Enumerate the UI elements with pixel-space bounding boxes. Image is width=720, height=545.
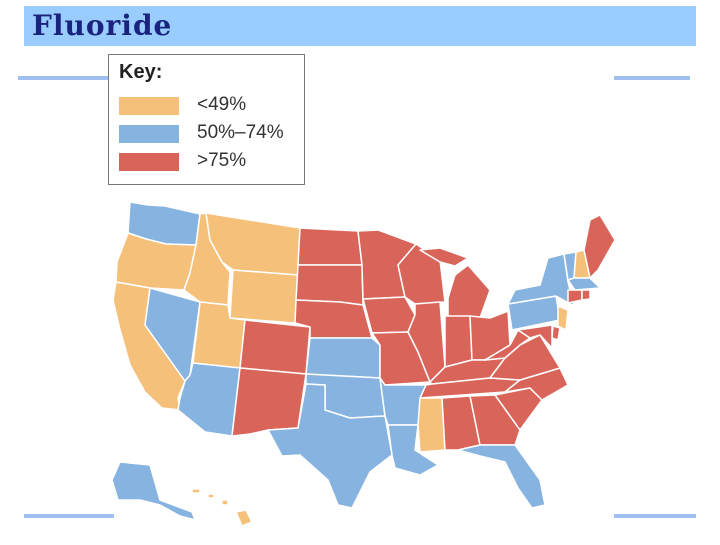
decor-line-bottom-right — [614, 514, 696, 518]
state-texas — [267, 383, 393, 509]
state-massachusetts — [567, 277, 601, 291]
legend-label-low: <49% — [197, 94, 247, 115]
state-alaska — [111, 461, 196, 521]
legend-swatch-high — [119, 153, 179, 171]
decor-line-bottom-left — [24, 514, 114, 518]
legend-swatch-low — [119, 97, 179, 115]
state-north-dakota — [297, 227, 363, 266]
state-delaware — [551, 325, 561, 341]
state-michigan — [447, 264, 491, 319]
state-new-mexico — [231, 367, 307, 437]
legend-label-mid: 50%–74% — [197, 122, 284, 143]
title-bar: Fluoride — [24, 6, 696, 46]
page-title: Fluoride — [32, 9, 173, 42]
decor-line-top-right — [614, 76, 690, 80]
state-maryland — [517, 324, 553, 349]
state-michigan-upper — [419, 247, 469, 267]
state-iowa — [362, 296, 416, 334]
state-new-jersey — [557, 305, 569, 331]
state-colorado — [239, 319, 311, 375]
legend-label-high: >75% — [197, 150, 247, 171]
state-wisconsin — [397, 243, 446, 305]
state-south-dakota — [295, 264, 364, 306]
legend-swatch-mid — [119, 125, 179, 143]
state-hawaii — [235, 509, 253, 527]
state-louisiana — [387, 424, 439, 476]
state-mississippi — [417, 397, 446, 453]
state-hawaii-island-4 — [191, 488, 201, 494]
state-illinois — [407, 301, 446, 383]
state-new-york — [507, 253, 575, 307]
legend-title: Key: — [119, 61, 163, 83]
state-florida — [457, 444, 546, 509]
state-wyoming — [229, 269, 299, 324]
state-connecticut — [567, 289, 583, 304]
state-maine — [583, 214, 616, 279]
state-kansas — [305, 337, 381, 379]
decor-line-top-left — [18, 76, 108, 80]
state-hawaii-island-3 — [207, 493, 215, 499]
state-georgia — [469, 394, 521, 446]
state-rhode-island — [581, 289, 591, 301]
map-legend: Key: <49% 50%–74% >75% — [108, 54, 305, 185]
state-hawaii-island-2 — [221, 499, 229, 506]
state-indiana — [444, 315, 473, 368]
